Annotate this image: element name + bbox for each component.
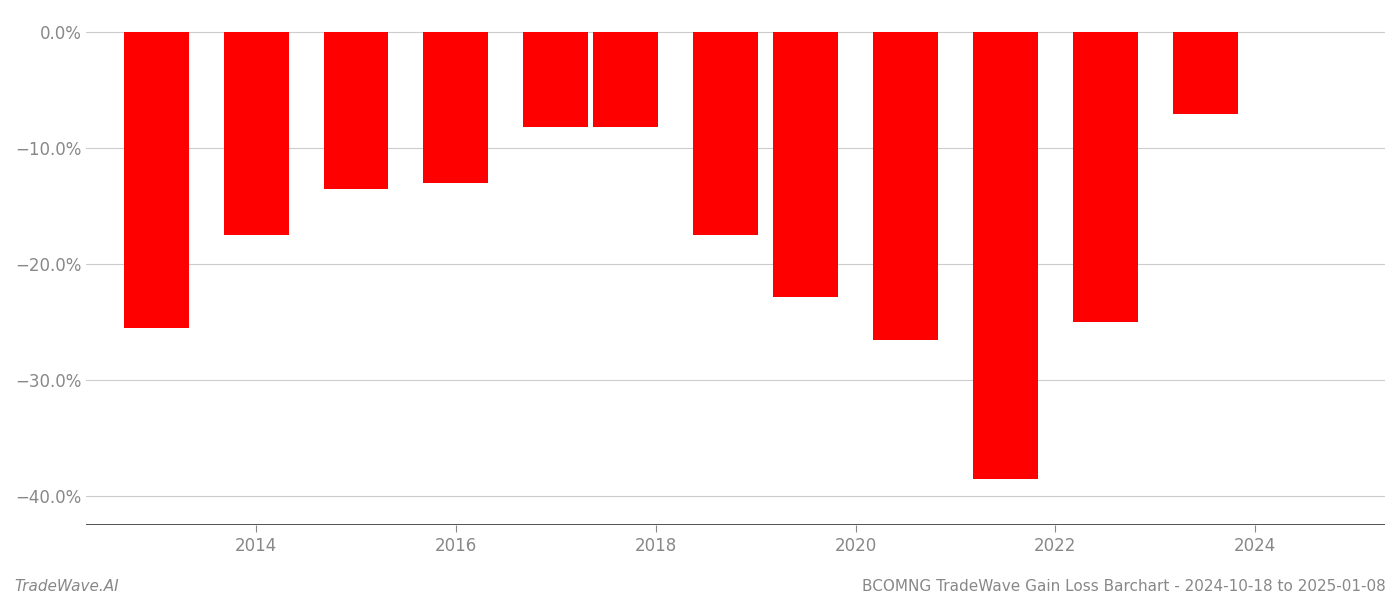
Bar	[123, 32, 189, 328]
Bar	[1072, 32, 1138, 322]
Bar	[224, 32, 288, 235]
Bar	[773, 32, 839, 297]
Bar	[874, 32, 938, 340]
Bar	[594, 32, 658, 127]
Bar	[423, 32, 489, 183]
Text: BCOMNG TradeWave Gain Loss Barchart - 2024-10-18 to 2025-01-08: BCOMNG TradeWave Gain Loss Barchart - 20…	[862, 579, 1386, 594]
Bar	[973, 32, 1037, 479]
Bar	[524, 32, 588, 127]
Bar	[323, 32, 388, 189]
Text: TradeWave.AI: TradeWave.AI	[14, 579, 119, 594]
Bar	[1173, 32, 1238, 113]
Bar	[693, 32, 757, 235]
